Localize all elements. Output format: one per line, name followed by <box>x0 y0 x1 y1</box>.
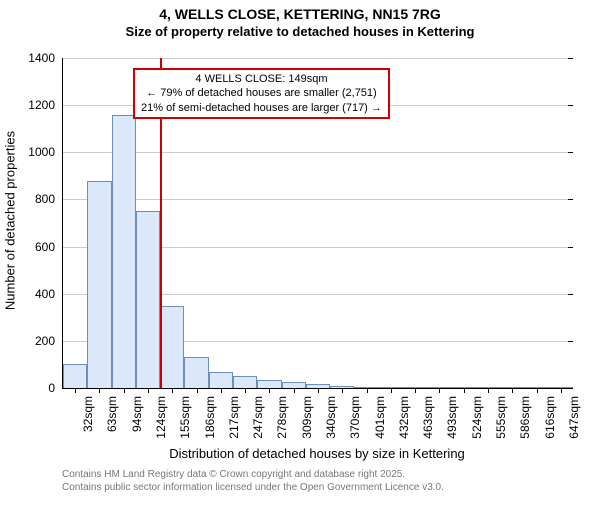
x-tick-label: 463sqm <box>419 396 435 439</box>
bar <box>209 372 233 389</box>
footer-attribution: Contains HM Land Registry data © Crown c… <box>62 468 444 494</box>
x-tick-label: 278sqm <box>273 396 289 439</box>
bar <box>233 376 257 388</box>
x-tick-label: 247sqm <box>249 396 265 439</box>
chart-subtitle: Size of property relative to detached ho… <box>0 24 600 39</box>
footer-line2: Contains public sector information licen… <box>62 481 444 494</box>
bar <box>112 115 136 388</box>
bar <box>63 364 87 388</box>
x-tick-label: 370sqm <box>346 396 362 439</box>
y-tick-label: 1000 <box>28 145 63 159</box>
x-tick-label: 586sqm <box>516 396 532 439</box>
annotation-line3: 21% of semi-detached houses are larger (… <box>141 101 382 115</box>
y-tick-label: 400 <box>35 287 63 301</box>
x-tick-label: 647sqm <box>565 396 581 439</box>
y-tick-label: 800 <box>35 192 63 206</box>
x-tick-label: 493sqm <box>443 396 459 439</box>
x-tick-label: 63sqm <box>103 396 119 432</box>
x-tick-label: 124sqm <box>152 396 168 439</box>
x-tick-label: 309sqm <box>298 396 314 439</box>
x-tick-label: 432sqm <box>395 396 411 439</box>
bar <box>257 380 281 388</box>
chart-container: 4, WELLS CLOSE, KETTERING, NN15 7RG Size… <box>0 6 600 506</box>
annotation-box: 4 WELLS CLOSE: 149sqm ← 79% of detached … <box>133 68 390 119</box>
bar <box>160 306 184 389</box>
x-tick-label: 616sqm <box>541 396 557 439</box>
plot-area: 020040060080010001200140032sqm63sqm94sqm… <box>62 58 573 389</box>
y-axis-label: Number of detached properties <box>3 121 18 321</box>
y-tick-label: 0 <box>48 381 63 395</box>
chart-title: 4, WELLS CLOSE, KETTERING, NN15 7RG <box>0 6 600 22</box>
annotation-line1: 4 WELLS CLOSE: 149sqm <box>141 72 382 86</box>
bar <box>136 211 160 388</box>
x-tick-label: 94sqm <box>128 396 144 432</box>
y-tick-label: 1400 <box>28 51 63 65</box>
gridline <box>63 152 573 153</box>
y-tick-label: 1200 <box>28 98 63 112</box>
x-tick-label: 524sqm <box>468 396 484 439</box>
y-tick-label: 600 <box>35 240 63 254</box>
x-tick-label: 32sqm <box>79 396 95 432</box>
x-tick-label: 401sqm <box>371 396 387 439</box>
footer-line1: Contains HM Land Registry data © Crown c… <box>62 468 444 481</box>
x-tick-label: 340sqm <box>322 396 338 439</box>
annotation-line2: ← 79% of detached houses are smaller (2,… <box>141 86 382 100</box>
gridline <box>63 199 573 200</box>
gridline <box>63 58 573 59</box>
bar <box>184 357 208 388</box>
x-tick-label: 155sqm <box>176 396 192 439</box>
x-axis-label: Distribution of detached houses by size … <box>62 446 572 461</box>
bar <box>87 181 111 388</box>
x-tick-label: 217sqm <box>225 396 241 439</box>
x-tick-label: 186sqm <box>201 396 217 439</box>
y-tick-label: 200 <box>35 334 63 348</box>
x-tick-label: 555sqm <box>492 396 508 439</box>
